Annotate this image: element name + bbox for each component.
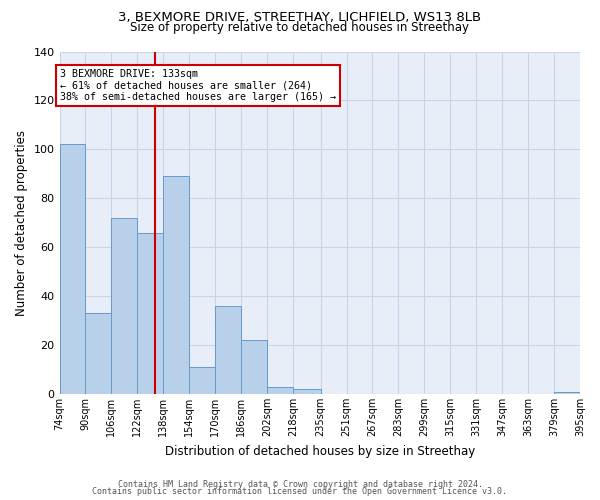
Y-axis label: Number of detached properties: Number of detached properties <box>15 130 28 316</box>
Bar <box>137 232 163 394</box>
Text: Size of property relative to detached houses in Streethay: Size of property relative to detached ho… <box>131 21 470 34</box>
Bar <box>189 367 215 394</box>
Bar <box>85 314 112 394</box>
Bar <box>554 392 580 394</box>
Text: Contains public sector information licensed under the Open Government Licence v3: Contains public sector information licen… <box>92 487 508 496</box>
Bar <box>215 306 241 394</box>
Bar <box>112 218 137 394</box>
Bar <box>59 144 85 394</box>
Bar <box>267 386 293 394</box>
Bar <box>293 389 320 394</box>
Text: 3, BEXMORE DRIVE, STREETHAY, LICHFIELD, WS13 8LB: 3, BEXMORE DRIVE, STREETHAY, LICHFIELD, … <box>118 11 482 24</box>
X-axis label: Distribution of detached houses by size in Streethay: Distribution of detached houses by size … <box>164 444 475 458</box>
Bar <box>163 176 189 394</box>
Text: Contains HM Land Registry data © Crown copyright and database right 2024.: Contains HM Land Registry data © Crown c… <box>118 480 482 489</box>
Bar <box>241 340 267 394</box>
Text: 3 BEXMORE DRIVE: 133sqm
← 61% of detached houses are smaller (264)
38% of semi-d: 3 BEXMORE DRIVE: 133sqm ← 61% of detache… <box>59 68 335 102</box>
